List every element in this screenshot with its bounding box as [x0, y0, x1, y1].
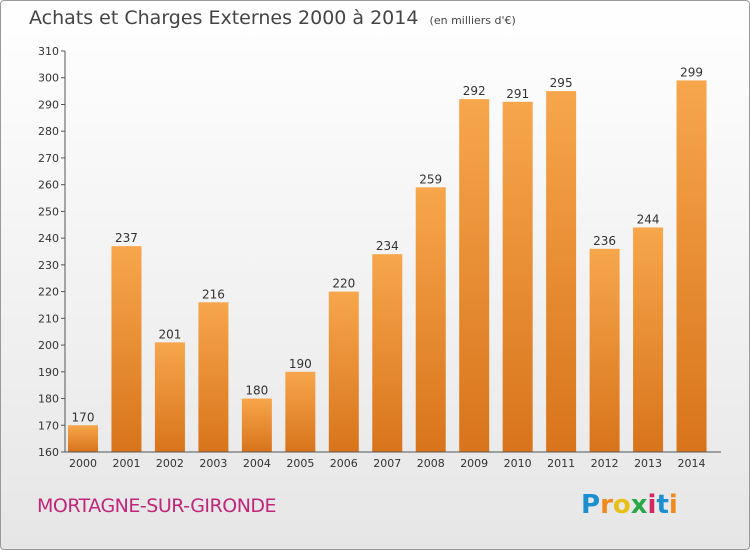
bar-value-label: 244 — [637, 212, 660, 226]
y-tick-label: 210 — [38, 312, 59, 325]
logo-letter: i — [668, 490, 678, 520]
y-tick-label: 270 — [38, 152, 59, 165]
x-tick-label: 2013 — [634, 457, 662, 470]
bar-value-label: 295 — [550, 76, 573, 90]
bar-value-label: 190 — [289, 357, 312, 371]
x-tick-label: 2011 — [547, 457, 575, 470]
y-tick-label: 250 — [38, 205, 59, 218]
x-tick-label: 2005 — [286, 457, 314, 470]
x-tick-label: 2010 — [504, 457, 532, 470]
bar-value-label: 170 — [72, 410, 95, 424]
y-tick-label: 280 — [38, 125, 59, 138]
y-tick-label: 230 — [38, 259, 59, 272]
chart-title: Achats et Charges Externes 2000 à 2014 — [29, 7, 419, 29]
proxiti-logo[interactable]: Proxiti — [581, 490, 678, 520]
y-tick-label: 180 — [38, 393, 59, 406]
logo-letter: x — [630, 490, 648, 520]
bar-value-label: 291 — [506, 87, 529, 101]
bar — [676, 80, 707, 452]
city-name: MORTAGNE-SUR-GIRONDE — [37, 495, 277, 517]
y-tick-label: 160 — [38, 446, 59, 459]
bar-value-label: 292 — [463, 84, 486, 98]
bar-value-label: 220 — [332, 277, 355, 291]
x-tick-label: 2014 — [678, 457, 706, 470]
bar — [415, 187, 446, 452]
y-tick-label: 290 — [38, 98, 59, 111]
x-tick-label: 2008 — [417, 457, 445, 470]
y-tick-label: 190 — [38, 366, 59, 379]
x-tick-label: 2006 — [330, 457, 358, 470]
y-tick-label: 310 — [38, 45, 59, 58]
bar — [502, 101, 533, 452]
x-tick-label: 2001 — [112, 457, 140, 470]
x-axis: 2000 2001 2002 2003 2004 2005 2006 2007 2008 2009… — [65, 451, 721, 470]
bar — [546, 91, 577, 452]
y-tick-label: 220 — [38, 286, 59, 299]
bar — [589, 248, 620, 452]
bar — [68, 425, 98, 452]
x-tick-label: 2003 — [199, 457, 227, 470]
x-tick-label: 2012 — [591, 457, 619, 470]
logo-letter: r — [600, 490, 613, 520]
bar-value-label: 201 — [158, 327, 181, 341]
logo-letter: P — [581, 490, 601, 520]
bar — [285, 371, 316, 452]
x-tick-label: 2002 — [156, 457, 184, 470]
bar-value-label: 216 — [202, 287, 225, 301]
bar-value-label: 236 — [593, 234, 616, 248]
chart-title-block: Achats et Charges Externes 2000 à 2014 (… — [29, 7, 516, 29]
bar — [633, 227, 664, 452]
bar — [111, 246, 142, 452]
logo-letter: t — [656, 490, 669, 520]
bar — [241, 398, 272, 452]
x-tick-label: 2004 — [243, 457, 271, 470]
bar-value-label: 180 — [245, 384, 268, 398]
bar — [459, 99, 490, 453]
bar — [154, 342, 185, 452]
logo-letter: i — [647, 490, 657, 520]
x-tick-label: 2009 — [460, 457, 488, 470]
bar-value-label: 259 — [419, 172, 442, 186]
chart-unit: (en milliers d'€) — [429, 14, 516, 27]
y-tick-label: 200 — [38, 339, 59, 352]
x-tick-label: 2000 — [69, 457, 97, 470]
x-tick-label: 2007 — [373, 457, 401, 470]
bars: 170 237 201 216 180 190 220 234 259 292 291 295 236 2… — [68, 65, 707, 453]
y-tick-label: 240 — [38, 232, 59, 245]
bar — [372, 254, 403, 452]
logo-letter: o — [612, 490, 631, 520]
bar-value-label: 237 — [115, 231, 138, 245]
y-tick-label: 300 — [38, 72, 59, 85]
bar-value-label: 234 — [376, 239, 399, 253]
bar-value-label: 299 — [680, 65, 703, 79]
y-axis: 160 170 180 190 200 210 220 230 240 250 260 270 280 2… — [38, 45, 66, 459]
bar — [198, 302, 229, 452]
y-tick-label: 170 — [38, 419, 59, 432]
y-tick-label: 260 — [38, 179, 59, 192]
bar — [328, 291, 359, 452]
